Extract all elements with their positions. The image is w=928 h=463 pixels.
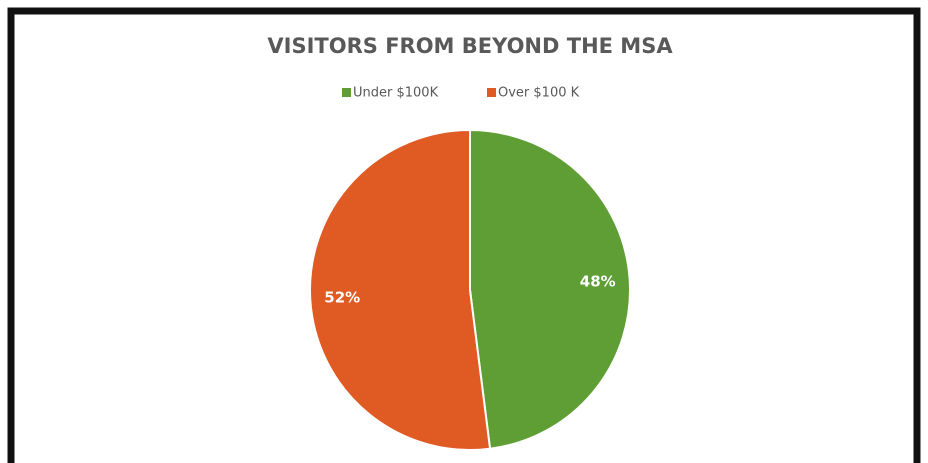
legend-label: Under $100K: [353, 86, 439, 101]
pie-slice: [308, 128, 492, 451]
pie-slice: [469, 128, 631, 450]
legend-label: Over $100 K: [498, 86, 580, 101]
data-label: 52%: [324, 289, 360, 307]
legend-swatch: [487, 88, 496, 97]
frame: [7, 7, 921, 463]
legend-swatch: [342, 88, 351, 97]
data-label: 48%: [580, 272, 616, 290]
chart-title: VISITORS FROM BEYOND THE MSA: [267, 34, 673, 58]
